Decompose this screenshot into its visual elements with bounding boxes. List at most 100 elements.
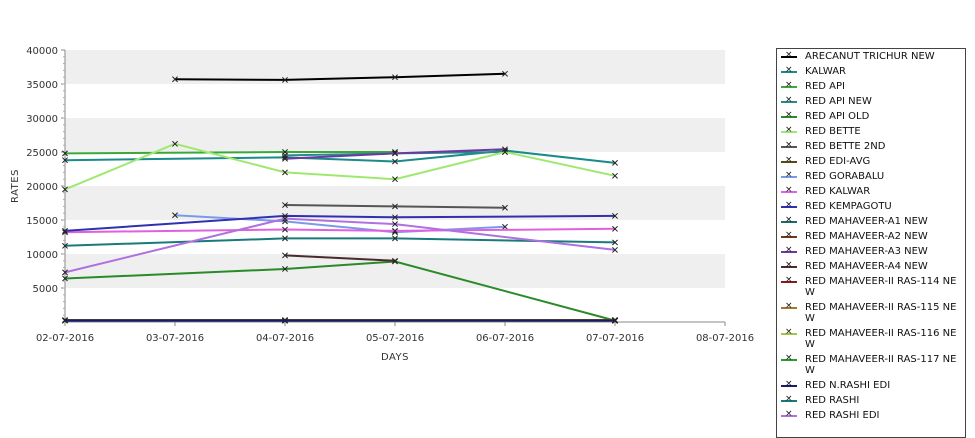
legend-label: RED API OLD (805, 111, 870, 122)
legend-line (781, 206, 797, 208)
legend-label: RED MAHAVEER-II RAS-114 NEW (805, 276, 957, 298)
legend-marker-icon: × (785, 50, 793, 60)
legend-swatch: × (781, 170, 797, 182)
legend-marker-icon: × (785, 353, 793, 363)
x-tick-label: 02-07-2016 (36, 333, 94, 344)
legend-item: × RED MAHAVEER-A2 NEW (777, 230, 965, 242)
data-point-marker (612, 159, 618, 166)
series-line (64, 227, 616, 234)
legend-label: RED RASHI (805, 395, 860, 406)
legend-line (781, 116, 797, 118)
data-point-marker (282, 266, 288, 272)
legend-label: RED MAHAVEER-A4 NEW (805, 261, 928, 272)
legend-item: × RED MAHAVEER-A1 NEW (777, 215, 965, 227)
data-point-marker (62, 275, 68, 282)
legend-marker-icon: × (785, 80, 793, 90)
data-point-marker (172, 212, 178, 219)
legend-swatch: × (781, 327, 797, 339)
data-point-marker (612, 225, 618, 232)
legend-swatch: × (781, 65, 797, 77)
y-tick-label: 10000 (26, 250, 58, 261)
legend-line (781, 385, 797, 387)
y-tick-label: 30000 (26, 114, 58, 125)
data-point-marker (612, 317, 618, 324)
legend-item: × RED MAHAVEER-II RAS-115 NEW (777, 301, 965, 324)
data-point-marker (502, 204, 508, 211)
grid-band (65, 118, 725, 152)
series-line (64, 260, 616, 322)
series-line (64, 237, 616, 247)
x-tick-label: 04-07-2016 (256, 333, 314, 344)
legend-item: × RED BETTE 2ND (777, 140, 965, 152)
y-tick-label: 40000 (26, 46, 58, 57)
legend-line (781, 176, 797, 178)
grid-band (65, 186, 725, 220)
legend-swatch: × (781, 140, 797, 152)
legend-label: RED N.RASHI EDI (805, 380, 891, 391)
x-tick-label: 03-07-2016 (146, 333, 204, 344)
legend-label: RED MAHAVEER-II RAS-117 NEW (805, 354, 957, 376)
data-point-marker (282, 76, 288, 83)
legend-item: × RED MAHAVEER-II RAS-117 NEW (777, 353, 965, 376)
series-red-bette-2nd (282, 202, 508, 211)
legend-marker-icon: × (785, 301, 793, 311)
legend-item: × RED KEMPAGOTU (777, 200, 965, 212)
legend-line (781, 281, 797, 283)
legend-marker-icon: × (785, 110, 793, 120)
x-tick-label: 07-07-2016 (586, 333, 644, 344)
data-point-marker (282, 169, 288, 176)
data-point-marker (392, 158, 398, 165)
series-layer (62, 70, 618, 324)
legend-line (781, 161, 797, 163)
legend-line (781, 236, 797, 238)
legend-item: × KALWAR (777, 65, 965, 77)
data-point-marker (62, 150, 68, 157)
legend-swatch: × (781, 379, 797, 391)
legend-label: RED MAHAVEER-A1 NEW (805, 216, 928, 227)
legend-label: RED GORABALU (805, 171, 885, 182)
y-tick-label: 35000 (26, 80, 58, 91)
legend-label: RED API NEW (805, 96, 872, 107)
legend-marker-icon: × (785, 379, 793, 389)
legend-swatch: × (781, 125, 797, 137)
legend-label: ARECANUT TRICHUR NEW (805, 51, 935, 62)
legend-line (781, 101, 797, 103)
legend-item: × RED MAHAVEER-II RAS-114 NEW (777, 275, 965, 298)
data-point-marker (392, 235, 398, 242)
data-point-marker (612, 246, 618, 253)
legend-line (781, 400, 797, 402)
legend-item: × ARECANUT TRICHUR NEW (777, 50, 965, 62)
legend-item: × RED GORABALU (777, 170, 965, 182)
legend-marker-icon: × (785, 275, 793, 285)
legend-item: × RED RASHI EDI (777, 409, 965, 421)
legend-marker-icon: × (785, 185, 793, 195)
legend-line (781, 221, 797, 223)
data-point-marker (282, 215, 288, 222)
series-line (174, 72, 506, 81)
legend-label: RED RASHI EDI (805, 410, 880, 421)
series-line (284, 254, 396, 262)
data-point-marker (612, 239, 618, 246)
series-red-rashi-edi (62, 215, 618, 276)
data-point-marker (392, 257, 398, 264)
legend-marker-icon: × (785, 327, 793, 337)
data-point-marker (612, 212, 618, 219)
chart-legend: × ARECANUT TRICHUR NEW × KALWAR × RED API × RED… (776, 48, 966, 438)
legend-item: × RED N.RASHI EDI (777, 379, 965, 391)
legend-item: × RED MAHAVEER-II RAS-116 NEW (777, 327, 965, 350)
y-tick-label: 15000 (26, 216, 58, 227)
data-point-marker (62, 317, 68, 324)
legend-swatch: × (781, 95, 797, 107)
legend-swatch: × (781, 185, 797, 197)
data-point-marker (282, 252, 288, 259)
series-red-rashi (62, 235, 618, 249)
legend-line (781, 86, 797, 88)
legend-label: RED API (805, 81, 845, 92)
legend-line (781, 146, 797, 148)
data-point-marker (282, 212, 288, 219)
legend-label: RED MAHAVEER-II RAS-116 NEW (805, 328, 957, 350)
legend-line (781, 191, 797, 193)
series-line (64, 214, 616, 232)
legend-item: × RED API (777, 80, 965, 92)
series-arecanut-trichur-new (172, 70, 508, 83)
